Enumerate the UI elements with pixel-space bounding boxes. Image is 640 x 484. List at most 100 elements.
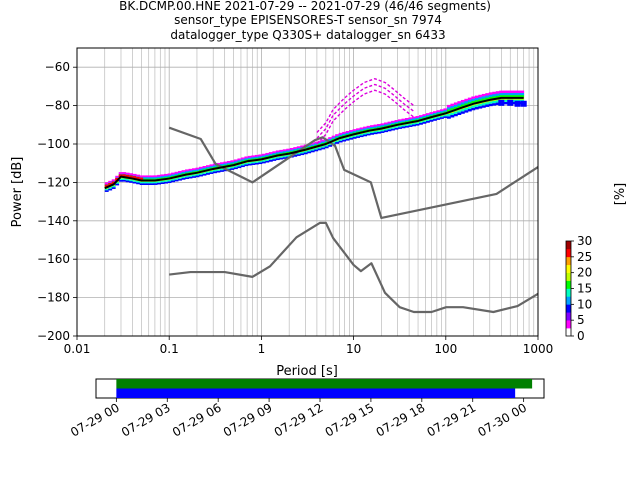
heatmap-cell: [181, 176, 186, 179]
heatmap-cell: [300, 145, 305, 148]
colorbar-segment: [566, 328, 571, 337]
heatmap-cell: [398, 120, 402, 123]
heatmap-cell: [268, 155, 273, 157]
heatmap-cell: [160, 177, 165, 180]
heatmap-cell: [160, 175, 165, 178]
heatmap-cell: [296, 146, 301, 149]
heatmap-cell: [104, 182, 109, 185]
heatmap-cell: [453, 113, 458, 117]
heatmap-cell: [223, 163, 228, 165]
heatmap-cell: [247, 158, 252, 161]
x-axis-label: Period [s]: [276, 364, 338, 379]
heatmap-cell: [464, 107, 469, 111]
heatmap-cell: [230, 168, 235, 170]
heatmap-cell: [125, 172, 130, 175]
heatmap-cell: [352, 136, 357, 139]
heatmap-cell: [139, 181, 144, 184]
heatmap-cell: [520, 94, 525, 98]
heatmap-cell: [328, 140, 333, 142]
heatmap-cell: [485, 93, 490, 96]
heatmap-cell: [233, 165, 238, 168]
heatmap-cell: [359, 128, 364, 131]
heatmap-cell: [307, 149, 312, 152]
heatmap-cell: [153, 178, 158, 181]
colorbar-segment: [566, 272, 571, 281]
heatmap-cell: [240, 163, 245, 166]
heatmap-cell: [244, 164, 249, 167]
heatmap-cell: [202, 166, 207, 168]
heatmap-cell: [481, 98, 486, 101]
heatmap-cell: [492, 91, 497, 95]
heatmap-cell: [289, 150, 294, 153]
heatmap-cell: [363, 134, 368, 137]
heatmap-cell: [289, 147, 294, 150]
heatmap-cell: [237, 159, 242, 162]
heatmap-cell: [345, 138, 350, 141]
heatmap-cell: [377, 123, 381, 126]
heatmap-cell: [240, 158, 245, 161]
heatmap-cell: [237, 166, 242, 169]
heatmap-cell: [139, 183, 144, 185]
colorbar-segment: [566, 264, 571, 273]
heatmap-cell: [108, 183, 113, 187]
heatmap-cell: [146, 176, 151, 179]
heatmap-cell: [422, 115, 427, 118]
heatmap-cell: [223, 161, 228, 164]
heatmap-cell: [132, 173, 137, 176]
heatmap-cell: [160, 174, 165, 177]
high-noise-model-line: [168, 126, 539, 220]
heatmap-cell: [514, 100, 521, 107]
heatmap-cell: [398, 122, 402, 125]
heatmap-cell: [212, 171, 217, 174]
heatmap-cell: [206, 171, 210, 174]
heatmap-cell: [188, 176, 193, 179]
heatmap-cell: [436, 113, 441, 115]
heatmap-cell: [115, 175, 120, 178]
heatmap-cell: [359, 130, 364, 133]
heatmap-cell: [237, 164, 242, 167]
heatmap-cell: [359, 133, 364, 136]
heatmap-cell: [359, 127, 364, 130]
heatmap-cell: [153, 175, 158, 178]
heatmap-cell: [394, 122, 399, 125]
heatmap-cell: [342, 139, 347, 142]
low-noise-model-line: [169, 221, 539, 314]
heatmap-cell: [485, 97, 490, 100]
heatmap-cell: [457, 112, 462, 115]
heatmap-cell: [495, 91, 500, 94]
y-tick-label: −200: [37, 329, 70, 343]
heatmap-cell: [132, 181, 137, 184]
heatmap-cell: [394, 121, 399, 124]
heatmap-cell: [387, 129, 392, 132]
heatmap-cell: [219, 168, 224, 171]
heatmap-cell: [425, 120, 430, 123]
heatmap-cell: [258, 154, 263, 157]
heatmap-cell: [247, 161, 252, 164]
heatmap-cell: [488, 96, 493, 100]
heatmap-cell: [499, 92, 504, 96]
heatmap-cell: [216, 170, 221, 173]
heatmap-cell: [181, 173, 186, 175]
colorbar-tick-label: 20: [577, 266, 592, 280]
timeline-tick-label: 07-30 00: [475, 400, 529, 439]
heatmap-cell: [321, 141, 326, 143]
heatmap-cell: [408, 120, 413, 123]
heatmap-cell: [366, 125, 371, 128]
heatmap-cell: [247, 155, 252, 158]
heatmap-cell: [405, 119, 409, 122]
heatmap-cell: [513, 92, 518, 96]
heatmap-cell: [408, 117, 413, 120]
heatmap-cell: [233, 162, 238, 165]
heatmap-cell: [261, 161, 266, 164]
heatmap-cell: [352, 135, 357, 138]
heatmap-cell: [279, 156, 284, 158]
heatmap-cell: [178, 172, 182, 175]
heatmap-cell: [122, 179, 127, 182]
heatmap-cell: [335, 137, 340, 139]
timeline-bar: [116, 379, 533, 389]
heatmap-cell: [415, 116, 420, 118]
heatmap-cell: [506, 92, 511, 96]
heatmap-cell: [436, 111, 441, 114]
heatmap-cell: [495, 102, 500, 105]
